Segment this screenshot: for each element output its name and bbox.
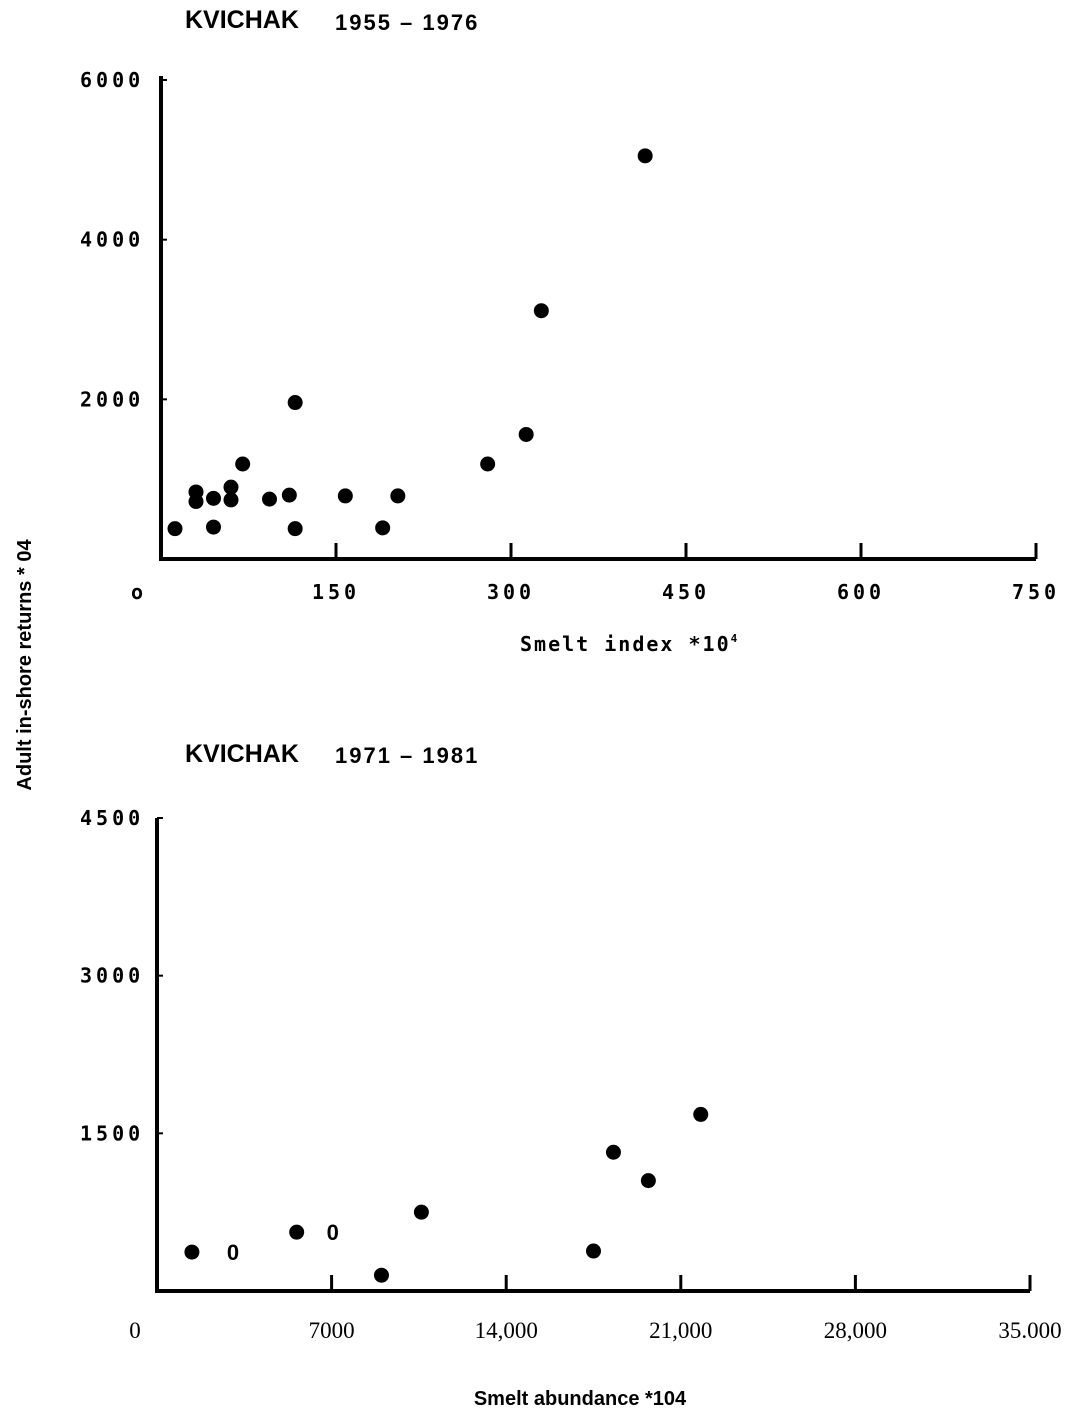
- top-chart-subtitle: 1955 – 1976: [335, 10, 479, 35]
- top-ticks: o 150 300 450 600 750 2000 4000 6000: [80, 68, 1060, 604]
- bottom-data-point: [373, 1267, 389, 1283]
- bottom-data-point: [184, 1244, 200, 1260]
- bottom-y-tick-label: 3000: [80, 964, 144, 988]
- top-chart-title: KVICHAK: [185, 6, 299, 34]
- top-chart: KVICHAK 1955 – 1976 o 150 300 450 600 750 2000…: [80, 6, 1060, 656]
- top-data-point: [223, 479, 239, 495]
- bottom-x-axis-label: Smelt abundance *104: [474, 1388, 687, 1410]
- top-data-point: [206, 490, 221, 506]
- bottom-x-tick-label: 14,000: [475, 1318, 538, 1343]
- top-x-tick-label: o: [131, 580, 147, 604]
- bottom-data-point: [413, 1204, 429, 1220]
- bottom-x-tick-label: 28,000: [824, 1318, 887, 1343]
- bottom-x-tick-label: 21,000: [649, 1318, 712, 1343]
- bottom-annotation: 0: [227, 1240, 239, 1265]
- top-data-point: [188, 494, 204, 510]
- bottom-chart-subtitle: 1971 – 1981: [335, 743, 479, 768]
- top-data-point: [223, 492, 239, 508]
- top-x-tick-label: 300: [487, 580, 535, 604]
- top-x-tick-label: 750: [1012, 580, 1060, 604]
- top-data-point: [235, 456, 251, 472]
- top-data-point: [480, 456, 496, 472]
- top-y-tick-label: 2000: [80, 387, 144, 411]
- top-x-axis-label: Smelt index *104: [520, 632, 739, 656]
- bottom-chart: KVICHAK 1971 – 1981 0 7000 14,000 21,000 28,…: [80, 740, 1062, 1410]
- top-x-tick-label: 450: [662, 580, 710, 604]
- top-data-point: [287, 395, 303, 411]
- bottom-ticks: 0 7000 14,000 21,000 28,000 35.000 1500 3000 450…: [80, 806, 1062, 1343]
- top-y-tick-label: 6000: [80, 68, 144, 92]
- top-points: [167, 148, 653, 537]
- top-x-axis-label-superscript: 4: [731, 632, 740, 645]
- bottom-points: 00: [184, 1106, 709, 1283]
- bottom-data-point: [586, 1243, 601, 1259]
- bottom-data-point: [640, 1173, 656, 1189]
- y-axis-label: Adult in-shore returns * 04: [14, 539, 36, 791]
- top-y-tick-label: 4000: [80, 228, 144, 252]
- top-x-tick-label: 150: [312, 580, 360, 604]
- top-data-point: [281, 487, 297, 503]
- top-data-point: [287, 521, 303, 537]
- bottom-x-tick-label: 0: [129, 1318, 141, 1343]
- top-data-point: [533, 303, 549, 319]
- bottom-x-tick-label: 35.000: [998, 1318, 1061, 1343]
- top-data-point: [637, 148, 653, 164]
- bottom-data-point: [289, 1224, 305, 1240]
- bottom-x-tick-label: 7000: [309, 1318, 355, 1343]
- top-data-point: [167, 521, 183, 537]
- bottom-y-tick-label: 4500: [80, 806, 144, 830]
- bottom-y-tick-label: 1500: [80, 1121, 144, 1145]
- bottom-data-point: [693, 1106, 709, 1122]
- bottom-chart-title: KVICHAK: [185, 740, 299, 768]
- top-x-tick-label: 600: [837, 580, 885, 604]
- top-data-point: [206, 519, 221, 535]
- bottom-annotation: 0: [327, 1220, 339, 1245]
- top-data-point: [390, 488, 406, 504]
- top-data-point: [262, 491, 277, 507]
- bottom-data-point: [605, 1144, 621, 1160]
- top-data-point: [337, 488, 353, 504]
- top-data-point: [518, 426, 534, 442]
- top-data-point: [375, 520, 391, 536]
